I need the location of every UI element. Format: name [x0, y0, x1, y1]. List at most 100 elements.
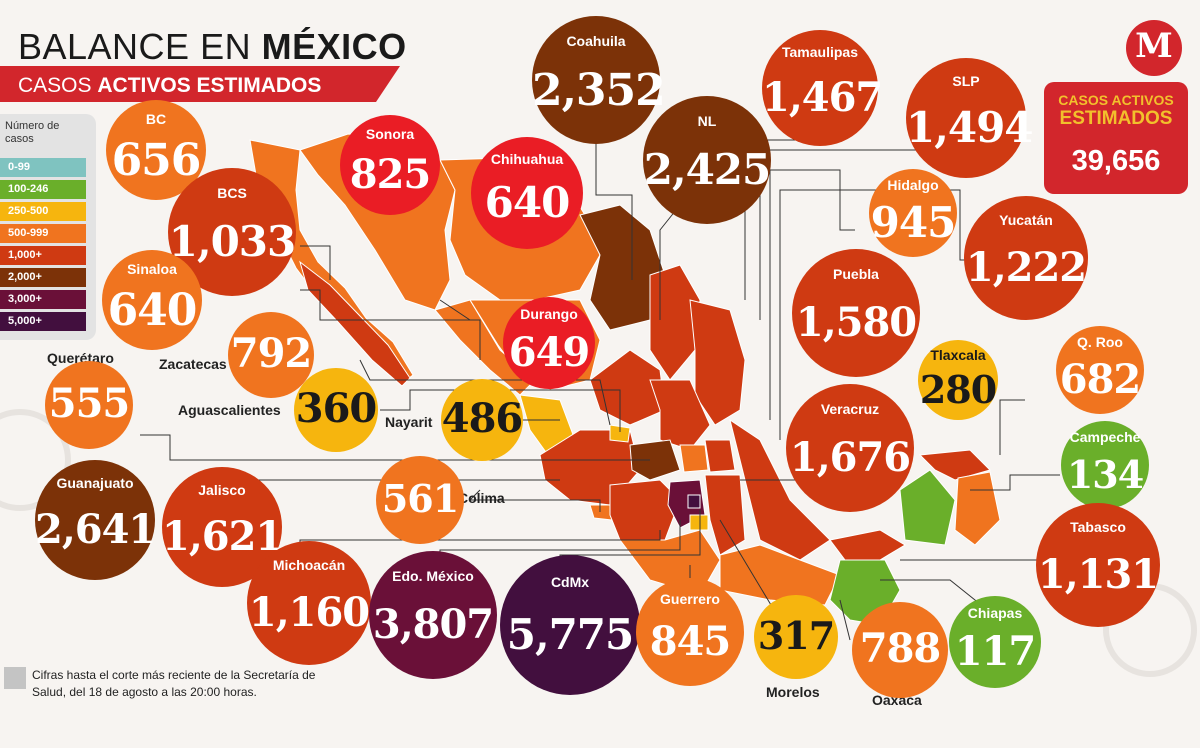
- state-bubble-hidalgo: Hidalgo 945: [869, 169, 957, 257]
- state-bubble-sinaloa: Sinaloa 640: [102, 250, 202, 350]
- state-name: Tlaxcala: [930, 346, 986, 363]
- state-bubble-coahuila: Coahuila 2,352: [532, 16, 666, 144]
- state-bubble-campeche: Campeche 134: [1061, 421, 1149, 509]
- state-bubble-quer-taro: 555: [45, 361, 133, 449]
- state-name: Tabasco: [1070, 519, 1126, 536]
- state-bubble-colima: 561: [376, 456, 464, 544]
- page-subtitle: CASOS ACTIVOS ESTIMADOS: [18, 74, 322, 97]
- state-bubble-nayarit: 486: [441, 379, 523, 461]
- footnote: Cifras hasta el corte más reciente de la…: [32, 668, 316, 699]
- logo-letter: M: [1135, 26, 1173, 66]
- state-value: 555: [48, 380, 131, 428]
- state-bubble-edo-m-xico: Edo. México 3,807: [369, 551, 497, 679]
- map-region-campeche: [899, 469, 956, 546]
- state-name: Sinaloa: [127, 261, 177, 277]
- map-region-hidalgo: [704, 439, 736, 473]
- map-region-veracruz: [729, 418, 831, 561]
- state-name: BCS: [217, 184, 247, 201]
- state-name: Tamaulipas: [782, 44, 858, 61]
- state-name: Hidalgo: [887, 177, 939, 194]
- map-region-colima: [589, 504, 613, 521]
- legend-item: 1,000+: [0, 246, 86, 265]
- state-value: 788: [859, 625, 942, 673]
- state-bubble-tamaulipas: Tamaulipas 1,467: [762, 30, 883, 146]
- state-name: Chiapas: [967, 605, 1023, 622]
- legend-title: Número de casos: [5, 120, 60, 145]
- state-name: Colima: [458, 490, 505, 506]
- state-bubble-slp: SLP 1,494: [906, 58, 1034, 178]
- state-bubble-cdmx: CdMx 5,775: [500, 555, 640, 695]
- total-label-line2: ESTIMADOS: [1059, 108, 1173, 129]
- state-name: Edo. México: [392, 567, 474, 584]
- state-bubble-durango: Durango 649: [503, 297, 595, 389]
- state-name: Zacatecas: [159, 356, 227, 372]
- state-name: Coahuila: [566, 32, 626, 49]
- state-bubble-puebla: Puebla 1,580: [792, 249, 920, 377]
- state-name: Guanajuato: [56, 475, 134, 492]
- state-value: 945: [870, 198, 957, 248]
- map-region-nl: [649, 264, 701, 381]
- state-value: 134: [1066, 451, 1144, 497]
- map-region-tabasco: [829, 529, 906, 561]
- state-name: Veracruz: [820, 400, 880, 417]
- state-value: 1,131: [1037, 551, 1159, 598]
- state-bubble-chiapas: Chiapas 117: [949, 596, 1041, 688]
- state-name: SLP: [952, 73, 980, 90]
- state-value: 656: [111, 134, 202, 186]
- milenio-logo: [1126, 20, 1182, 76]
- state-bubble-zacatecas: 792: [228, 312, 314, 398]
- state-value: 1,676: [789, 434, 911, 481]
- state-value: 640: [484, 178, 571, 228]
- map-region-aguascalientes: [609, 424, 631, 443]
- state-value: 649: [508, 329, 591, 376]
- state-value: 280: [919, 366, 997, 412]
- state-name: NL: [697, 112, 717, 129]
- state-bubble-michoac-n: Michoacán 1,160: [247, 541, 371, 665]
- state-name: Nayarit: [385, 414, 433, 430]
- map-region-bcs: [299, 260, 411, 387]
- state-value: 1,033: [168, 217, 297, 267]
- legend-item: 250-500: [0, 202, 86, 221]
- state-name: Chihuahua: [490, 150, 564, 167]
- state-value: 682: [1059, 356, 1142, 403]
- state-bubble-veracruz: Veracruz 1,676: [786, 384, 914, 512]
- state-bubble-guanajuato: Guanajuato 2,641: [35, 460, 156, 580]
- map-region-queretaro: [679, 444, 709, 473]
- legend-item: 5,000+: [0, 312, 86, 331]
- state-bubble-oaxaca: 788: [852, 602, 948, 698]
- state-value: 1,467: [762, 74, 883, 121]
- legend-item: 100-246: [0, 180, 86, 199]
- state-name: Sonora: [365, 126, 415, 142]
- map-region-guanajuato: [629, 439, 681, 481]
- state-name: Puebla: [833, 265, 879, 282]
- map-region-morelos: [689, 514, 709, 531]
- state-value: 1,222: [965, 244, 1087, 291]
- state-value: 317: [757, 613, 835, 659]
- state-name: Q. Roo: [1077, 334, 1123, 351]
- state-name: Guerrero: [660, 590, 720, 607]
- total-box: [1044, 82, 1188, 194]
- state-name: Campeche: [1069, 429, 1141, 446]
- footnote-marker: [4, 667, 26, 689]
- state-value: 640: [107, 284, 198, 336]
- state-value: 1,160: [248, 589, 370, 636]
- state-value: 561: [381, 476, 459, 522]
- state-name: Morelos: [766, 684, 820, 700]
- state-name: Michoacán: [272, 557, 346, 574]
- total-label-line1: CASOS ACTIVOS: [1058, 92, 1174, 108]
- state-bubble-aguascalientes: 360: [294, 368, 378, 452]
- state-bubble-tlaxcala: Tlaxcala 280: [918, 340, 998, 420]
- state-value: 3,807: [372, 601, 494, 648]
- state-bubble-morelos: 317: [754, 595, 838, 679]
- state-value: 1,580: [795, 299, 917, 346]
- map-region-puebla: [704, 474, 746, 556]
- state-name: Yucatán: [999, 212, 1053, 229]
- state-value: 1,494: [906, 103, 1034, 153]
- state-value: 1,621: [162, 513, 283, 560]
- legend-item: 2,000+: [0, 268, 86, 287]
- legend-item: 3,000+: [0, 290, 86, 309]
- map-region-cdmx: [687, 494, 701, 509]
- state-value: 5,775: [506, 610, 635, 660]
- state-value: 825: [349, 151, 432, 198]
